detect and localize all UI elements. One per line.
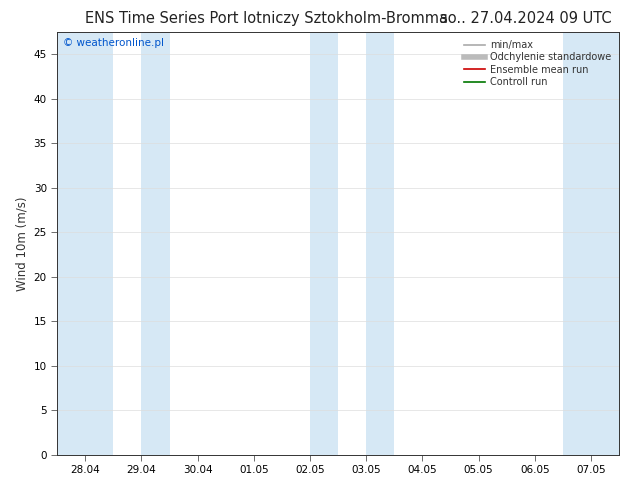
Bar bbox=[57, 32, 113, 455]
Bar bbox=[563, 32, 591, 455]
Y-axis label: Wind 10m (m/s): Wind 10m (m/s) bbox=[15, 196, 28, 291]
Bar bbox=[591, 32, 619, 455]
Text: © weatheronline.pl: © weatheronline.pl bbox=[63, 39, 164, 49]
Bar bbox=[366, 32, 394, 455]
Bar bbox=[310, 32, 338, 455]
Text: ENS Time Series Port lotniczy Sztokholm-Bromma: ENS Time Series Port lotniczy Sztokholm-… bbox=[85, 11, 448, 26]
Legend: min/max, Odchylenie standardowe, Ensemble mean run, Controll run: min/max, Odchylenie standardowe, Ensembl… bbox=[461, 37, 614, 90]
Bar bbox=[141, 32, 169, 455]
Text: so.. 27.04.2024 09 UTC: so.. 27.04.2024 09 UTC bbox=[441, 11, 612, 26]
